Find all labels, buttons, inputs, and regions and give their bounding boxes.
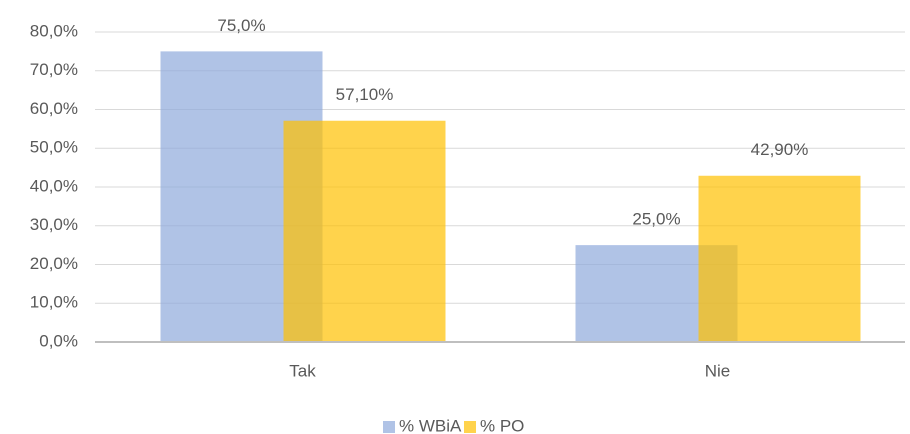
y-tick-label: 60,0% bbox=[30, 99, 78, 118]
data-label: 25,0% bbox=[632, 210, 680, 229]
y-tick-label: 80,0% bbox=[30, 21, 78, 40]
y-tick-label: 70,0% bbox=[30, 60, 78, 79]
data-label: 57,10% bbox=[336, 85, 394, 104]
legend-label: % WBiA bbox=[399, 416, 462, 434]
legend-swatch bbox=[464, 421, 476, 433]
x-tick-label: Tak bbox=[289, 361, 316, 380]
bar bbox=[698, 175, 861, 342]
y-tick-label: 10,0% bbox=[30, 293, 78, 312]
legend-label: % PO bbox=[480, 416, 524, 434]
y-tick-label: 20,0% bbox=[30, 254, 78, 273]
y-tick-label: 0,0% bbox=[39, 331, 78, 350]
x-tick-label: Nie bbox=[705, 361, 731, 380]
y-tick-label: 40,0% bbox=[30, 176, 78, 195]
y-tick-label: 50,0% bbox=[30, 138, 78, 157]
data-label: 75,0% bbox=[217, 16, 265, 35]
y-tick-label: 30,0% bbox=[30, 215, 78, 234]
legend-swatch bbox=[383, 421, 395, 433]
bar bbox=[283, 120, 446, 342]
data-label: 42,90% bbox=[751, 140, 809, 159]
